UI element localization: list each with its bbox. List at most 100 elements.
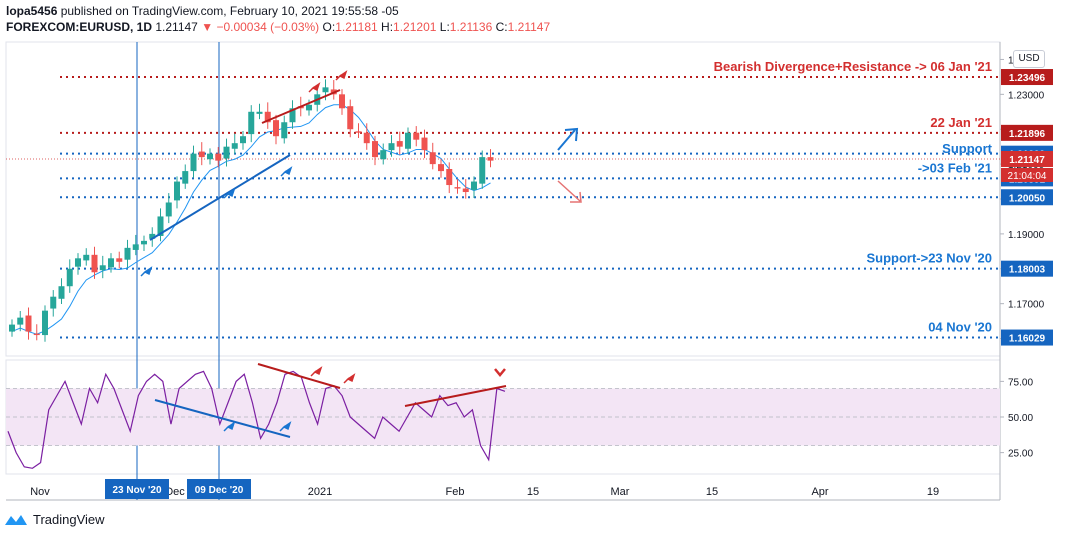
- rsi-tick-label: 25.00: [1008, 449, 1033, 460]
- candle-body: [240, 136, 246, 144]
- level-annotation: Bearish Divergence+Resistance -> 06 Jan …: [714, 59, 992, 74]
- candle-body: [454, 187, 461, 189]
- level-badge-value: 1.16029: [1009, 334, 1046, 345]
- candle-body: [264, 111, 271, 123]
- rsi-tick-label: 50.00: [1008, 413, 1033, 424]
- candle-body: [339, 94, 345, 109]
- symbol-label[interactable]: FOREXCOM:EURUSD, 1D: [6, 20, 153, 34]
- level-badge: [1001, 124, 1053, 141]
- main-pane-frame: [5, 41, 1001, 357]
- candle-body: [207, 153, 213, 160]
- time-tick-label: 15: [706, 486, 718, 498]
- candle-body: [124, 247, 131, 260]
- time-tick-label: Nov: [30, 486, 50, 498]
- price-tick-label: 1.19000: [1008, 230, 1045, 241]
- bullish-projection-arrow-icon: [557, 127, 579, 151]
- candle-body: [25, 315, 32, 332]
- candle-body: [182, 171, 189, 184]
- date-marker-badge: [187, 479, 251, 499]
- candle-body: [421, 137, 428, 151]
- open-value: 1.21181: [335, 20, 378, 34]
- candle-body: [413, 132, 420, 140]
- publish-text: published on TradingView.com, February 1…: [57, 4, 399, 18]
- publisher-name[interactable]: lopa5456: [6, 4, 58, 18]
- tradingview-logo-icon: [4, 513, 28, 527]
- high-value: 1.21201: [393, 20, 437, 34]
- resistance-trendline: [261, 89, 341, 124]
- countdown-badge: [1001, 167, 1053, 182]
- candle-body: [322, 87, 329, 93]
- candle-body: [149, 233, 156, 239]
- candle-body: [83, 254, 90, 261]
- level-annotation: 22 Jan '21: [930, 115, 992, 130]
- candle-body: [388, 143, 395, 151]
- candle-body: [471, 181, 477, 190]
- last-price: 1.21147: [155, 20, 198, 34]
- rsi-bullish-divergence-line: [154, 399, 291, 438]
- level-annotation: ->03 Feb '21: [918, 160, 992, 175]
- date-marker-label: 23 Nov '20: [112, 485, 162, 496]
- rsi-tick-label: 75.00: [1008, 377, 1033, 388]
- candle-body: [462, 188, 469, 193]
- level-badge: [1001, 260, 1053, 277]
- time-tick-label: 15: [527, 486, 539, 498]
- candle-body: [231, 143, 238, 149]
- candle-body: [363, 132, 370, 144]
- candle-body: [198, 151, 205, 158]
- level-badge-value: 1.20050: [1009, 193, 1046, 204]
- candle-body: [256, 111, 263, 114]
- support-trendline: [149, 154, 291, 241]
- rsi-bearish-divergence-line: [257, 363, 341, 389]
- currency-button[interactable]: USD: [1013, 50, 1045, 68]
- candle-body: [190, 153, 197, 172]
- candle-body: [99, 265, 106, 271]
- close-label: C:: [495, 20, 508, 34]
- publish-info: lopa5456 published on TradingView.com, F…: [6, 3, 550, 19]
- date-marker-label: 09 Dec '20: [195, 485, 244, 496]
- candle-body: [116, 258, 123, 262]
- moving-average-line: [11, 104, 491, 335]
- price-tick-label: 1.23000: [1008, 90, 1045, 101]
- bearish-projection-arrow-icon: [557, 180, 582, 203]
- level-annotation: Support->23 Nov '20: [866, 251, 992, 266]
- candle-body: [347, 106, 354, 130]
- level-badge-value: 1.18003: [1009, 265, 1046, 276]
- candle-body: [273, 120, 279, 137]
- sell-arrow-icon: [310, 366, 323, 377]
- candle-body: [50, 296, 57, 309]
- candle-body: [132, 244, 139, 250]
- price-change: −0.00034 (−0.03%): [216, 20, 320, 34]
- low-value: 1.21136: [449, 20, 493, 34]
- candle-body: [405, 132, 411, 149]
- level-badge: [1001, 150, 1053, 167]
- change-arrow-icon: ▼: [201, 20, 214, 34]
- candle-body: [438, 164, 444, 172]
- brand-name: TradingView: [33, 512, 105, 527]
- candle-body: [248, 111, 255, 135]
- sell-arrow-icon: [343, 373, 356, 384]
- candle-body: [157, 216, 164, 236]
- rsi-line: [7, 370, 506, 469]
- candle-body: [33, 333, 40, 336]
- candle-body: [380, 150, 387, 160]
- sell-arrow-icon: [335, 70, 348, 81]
- candle-body: [306, 104, 312, 111]
- buy-arrow-icon: [223, 421, 236, 432]
- time-tick-label: 2021: [308, 486, 332, 498]
- chart-header: lopa5456 published on TradingView.com, F…: [6, 3, 550, 35]
- chevron-down-icon: [494, 368, 506, 377]
- level-badge-value: 1.21147: [1009, 155, 1045, 166]
- candle-body: [141, 240, 147, 245]
- tradingview-branding[interactable]: TradingView: [4, 512, 105, 527]
- level-badge: [1001, 69, 1053, 86]
- candle-body: [289, 108, 296, 123]
- candle-body: [91, 254, 98, 273]
- candle-body: [355, 131, 362, 133]
- price-tick-label: 1.17000: [1008, 300, 1045, 311]
- sell-arrow-icon: [308, 82, 321, 93]
- ohlc-legend: FOREXCOM:EURUSD, 1D 1.21147 ▼ −0.00034 (…: [6, 19, 550, 35]
- candle-body: [281, 122, 288, 139]
- candle-body: [215, 153, 222, 161]
- level-annotation: Support: [942, 141, 992, 156]
